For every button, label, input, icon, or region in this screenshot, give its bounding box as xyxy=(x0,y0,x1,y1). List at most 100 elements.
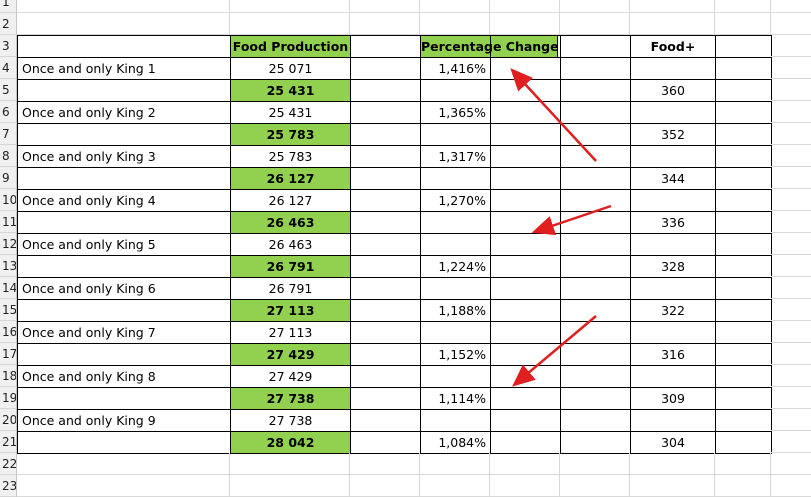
sheet-cell[interactable] xyxy=(350,321,421,344)
sheet-cell[interactable] xyxy=(715,13,771,35)
sheet-cell[interactable] xyxy=(490,101,561,124)
sheet-cell[interactable] xyxy=(560,299,631,322)
king-label-cell[interactable]: Once and only King 9 xyxy=(17,409,231,432)
sheet-cell[interactable] xyxy=(560,35,631,58)
food-plus-cell[interactable] xyxy=(630,57,716,80)
sheet-cell[interactable] xyxy=(715,387,772,410)
sheet-cell[interactable] xyxy=(490,365,561,388)
king-label-cell[interactable] xyxy=(17,123,231,146)
sheet-cell[interactable] xyxy=(771,0,811,13)
sheet-cell[interactable] xyxy=(350,211,421,234)
sheet-cell[interactable] xyxy=(17,35,231,58)
sheet-cell[interactable] xyxy=(17,0,230,13)
header-food-production[interactable]: Food Production xyxy=(230,35,351,58)
sheet-cell[interactable] xyxy=(350,431,421,454)
row-header[interactable]: 6 xyxy=(0,101,17,123)
sheet-cell[interactable] xyxy=(560,453,630,475)
sheet-cell[interactable] xyxy=(771,475,811,497)
sheet-cell[interactable] xyxy=(490,277,561,300)
sheet-cell[interactable] xyxy=(715,365,772,388)
sheet-cell[interactable] xyxy=(560,123,631,146)
sheet-cell[interactable] xyxy=(771,211,811,233)
sheet-cell[interactable] xyxy=(490,321,561,344)
sheet-cell[interactable] xyxy=(771,409,811,431)
food-plus-cell[interactable]: 360 xyxy=(630,79,716,102)
percentage-change-cell[interactable]: 1,317% xyxy=(420,145,491,168)
sheet-cell[interactable] xyxy=(420,453,490,475)
sheet-cell[interactable] xyxy=(630,13,715,35)
percentage-change-cell[interactable]: 1,416% xyxy=(420,57,491,80)
king-label-cell[interactable]: Once and only King 8 xyxy=(17,365,231,388)
percentage-change-cell[interactable] xyxy=(420,409,491,432)
food-plus-cell[interactable]: 309 xyxy=(630,387,716,410)
sheet-cell[interactable] xyxy=(490,35,561,58)
percentage-change-cell[interactable]: 1,224% xyxy=(420,255,491,278)
food-production-cell[interactable]: 28 042 xyxy=(230,431,351,454)
sheet-cell[interactable] xyxy=(560,57,631,80)
sheet-cell[interactable] xyxy=(715,475,771,497)
food-plus-cell[interactable] xyxy=(630,233,716,256)
sheet-cell[interactable] xyxy=(350,453,420,475)
percentage-change-cell[interactable] xyxy=(420,79,491,102)
sheet-cell[interactable] xyxy=(771,453,811,475)
row-header[interactable]: 11 xyxy=(0,211,17,233)
sheet-cell[interactable] xyxy=(350,101,421,124)
sheet-cell[interactable] xyxy=(771,35,811,57)
row-header[interactable]: 13 xyxy=(0,255,17,277)
food-plus-cell[interactable] xyxy=(630,365,716,388)
sheet-cell[interactable] xyxy=(420,475,490,497)
sheet-cell[interactable] xyxy=(715,79,772,102)
sheet-cell[interactable] xyxy=(560,211,631,234)
row-header[interactable]: 19 xyxy=(0,387,17,409)
food-production-cell[interactable]: 25 783 xyxy=(230,145,351,168)
sheet-cell[interactable] xyxy=(771,277,811,299)
row-header[interactable]: 21 xyxy=(0,431,17,453)
king-label-cell[interactable]: Once and only King 7 xyxy=(17,321,231,344)
sheet-cell[interactable] xyxy=(771,13,811,35)
sheet-cell[interactable] xyxy=(350,343,421,366)
sheet-cell[interactable] xyxy=(630,453,715,475)
sheet-cell[interactable] xyxy=(490,475,560,497)
sheet-cell[interactable] xyxy=(490,57,561,80)
row-header[interactable]: 9 xyxy=(0,167,17,189)
sheet-cell[interactable] xyxy=(560,431,631,454)
sheet-cell[interactable] xyxy=(350,409,421,432)
row-header[interactable]: 20 xyxy=(0,409,17,431)
percentage-change-cell[interactable]: 1,365% xyxy=(420,101,491,124)
sheet-cell[interactable] xyxy=(490,167,561,190)
row-header[interactable]: 15 xyxy=(0,299,17,321)
percentage-change-cell[interactable]: 1,084% xyxy=(420,431,491,454)
sheet-cell[interactable] xyxy=(490,409,561,432)
food-plus-cell[interactable] xyxy=(630,277,716,300)
sheet-cell[interactable] xyxy=(350,387,421,410)
food-production-cell[interactable]: 26 463 xyxy=(230,211,351,234)
sheet-cell[interactable] xyxy=(560,13,630,35)
sheet-cell[interactable] xyxy=(715,277,772,300)
sheet-cell[interactable] xyxy=(490,145,561,168)
sheet-cell[interactable] xyxy=(490,189,561,212)
sheet-cell[interactable] xyxy=(715,299,772,322)
food-plus-cell[interactable] xyxy=(630,409,716,432)
row-header[interactable]: 18 xyxy=(0,365,17,387)
row-header[interactable]: 7 xyxy=(0,123,17,145)
percentage-change-cell[interactable] xyxy=(420,123,491,146)
sheet-cell[interactable] xyxy=(560,255,631,278)
sheet-cell[interactable] xyxy=(715,409,772,432)
sheet-cell[interactable] xyxy=(715,123,772,146)
sheet-cell[interactable] xyxy=(771,189,811,211)
sheet-cell[interactable] xyxy=(560,343,631,366)
sheet-cell[interactable] xyxy=(715,343,772,366)
king-label-cell[interactable] xyxy=(17,211,231,234)
row-header[interactable]: 23 xyxy=(0,475,17,497)
percentage-change-cell[interactable] xyxy=(420,277,491,300)
food-plus-cell[interactable]: 322 xyxy=(630,299,716,322)
row-header[interactable]: 16 xyxy=(0,321,17,343)
food-production-cell[interactable]: 26 127 xyxy=(230,189,351,212)
sheet-cell[interactable] xyxy=(350,57,421,80)
sheet-cell[interactable] xyxy=(771,233,811,255)
sheet-cell[interactable] xyxy=(630,0,715,13)
food-production-cell[interactable]: 27 738 xyxy=(230,387,351,410)
king-label-cell[interactable] xyxy=(17,299,231,322)
sheet-cell[interactable] xyxy=(350,233,421,256)
king-label-cell[interactable]: Once and only King 3 xyxy=(17,145,231,168)
